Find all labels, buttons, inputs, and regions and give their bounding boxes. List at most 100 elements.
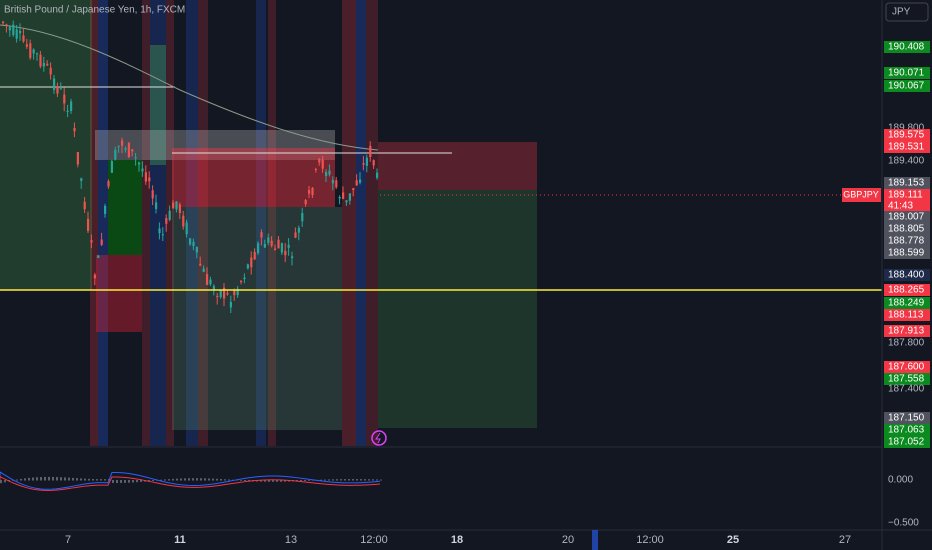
time-label: 27 [839,534,851,546]
macd-histogram [272,480,274,482]
candle-body [348,193,351,201]
macd-histogram [88,478,90,481]
candle-body [192,241,195,247]
zone [95,130,335,160]
macd-histogram [236,480,238,481]
price-label: 190.067 [888,81,925,92]
session-bands [90,0,378,446]
macd-histogram [44,476,46,481]
macd-histogram [304,480,306,481]
macd-histogram [356,479,358,481]
candle-body [80,178,83,181]
alert-icon[interactable] [371,430,387,446]
candle-body [25,44,28,47]
macd-histogram [184,478,186,481]
time-label: 18 [451,534,463,546]
macd-histogram [40,477,42,481]
macd-histogram [208,478,210,481]
price-tag [884,67,930,79]
candle-body [335,180,338,188]
currency-button[interactable] [885,2,929,22]
chart-title: British Pound / Japanese Yen, 1h, FXCM [4,5,185,16]
macd-histogram [280,480,282,482]
macd-histogram [4,480,6,483]
session-band [98,0,108,446]
macd-histogram [352,479,354,481]
candle-body [114,149,117,160]
macd-histogram [276,480,278,482]
candle-body [372,160,375,166]
macd-histogram [76,478,78,481]
candle-body [117,145,120,147]
candle-body [73,127,76,132]
macd-histogram [196,478,198,481]
macd-histogram [104,479,106,481]
macd-histogram [188,478,190,481]
candle-body [246,264,249,269]
macd-histogram [192,478,194,481]
price-tag [884,436,930,448]
candle-body [161,234,164,236]
target-zone [378,190,537,428]
macd-histogram [28,477,30,481]
candle-body [209,279,212,285]
price-tag [884,424,930,436]
macd-histogram [152,480,154,481]
macd-histogram [128,480,130,483]
candle-body [138,162,141,165]
candle-body [59,88,62,90]
candle-body [49,67,52,75]
candle-body [83,201,86,210]
macd-histogram [240,480,242,481]
zone [150,45,166,165]
macd-histogram [84,478,86,481]
macd-histogram [60,477,62,481]
zone [96,255,142,332]
alert-bolt [375,432,381,444]
macd-histogram [80,478,82,481]
macd-histogram [20,478,22,481]
session-band [150,0,166,446]
candle-body [5,24,8,26]
candle-body [287,244,290,248]
price-tag [884,361,930,373]
macd-histogram [248,480,250,482]
candle-body [90,240,93,243]
candle-body [63,94,66,104]
signal-line [0,476,381,491]
candle-body [32,49,35,54]
price-label: 187.150 [888,413,925,424]
candle-body [8,27,11,31]
macd-histogram [24,478,26,481]
time-label: 12:00 [360,534,388,546]
candle-body [36,53,39,55]
macd-histogram [92,478,94,481]
candle-body [226,293,229,295]
price-tag [884,223,930,235]
candle-body [331,180,334,184]
candle-body [365,157,368,166]
macd-histogram [368,479,370,481]
candle-body [284,250,287,256]
candle-body [104,205,107,214]
candle-body [97,255,100,258]
candle-body [144,172,147,182]
zone [0,0,92,290]
macd-histogram [200,478,202,481]
macd-histogram [0,480,2,484]
candle-body [338,196,341,199]
macd-histogram [344,479,346,481]
macd-histogram [324,479,326,481]
candle-body [165,218,168,224]
price-label: 190.071 [888,68,925,79]
candle-body [219,290,222,298]
macd-histogram [16,479,18,481]
candle-body [56,86,59,94]
candle-body [250,257,253,268]
candle-body [199,263,202,266]
candle-body [257,243,260,253]
candles [2,20,379,314]
price-label: 188.778 [888,236,925,247]
